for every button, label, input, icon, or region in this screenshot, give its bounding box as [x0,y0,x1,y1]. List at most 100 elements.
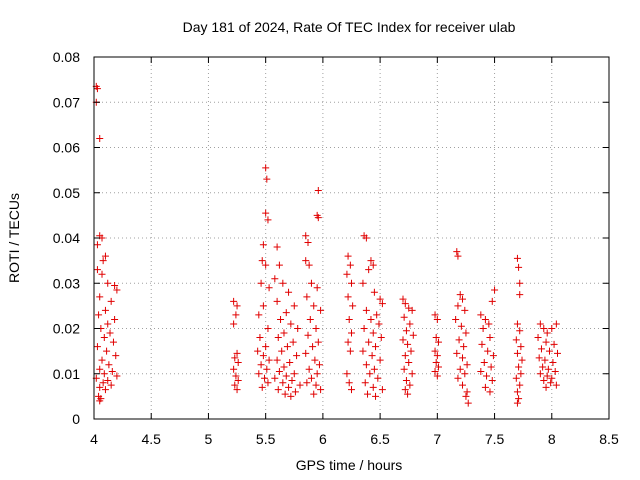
data-point [456,365,464,373]
data-point [313,284,321,292]
data-point [463,361,471,369]
data-point [101,306,109,314]
data-point [317,306,325,314]
data-point [259,352,267,360]
data-point [283,343,291,351]
data-point [483,372,491,380]
data-point [365,338,373,346]
data-point [279,279,287,287]
data-point [285,383,293,391]
data-point [459,381,467,389]
x-tick-label: 6 [319,431,327,447]
data-point [263,365,271,373]
data-point [459,295,467,303]
data-point [541,356,549,364]
data-point [113,372,121,380]
y-tick-label: 0 [72,411,80,427]
data-point [359,279,367,287]
data-point [96,293,104,301]
data-point [376,356,384,364]
data-point [515,395,523,403]
y-tick-label: 0.07 [53,94,80,110]
data-point [348,329,355,337]
data-point [400,313,408,321]
data-point [550,340,558,348]
data-point [554,349,561,357]
data-point [107,297,115,305]
data-point [274,334,282,342]
data-point [271,374,279,382]
data-point [280,363,288,371]
data-point [431,347,439,355]
data-point [288,377,296,385]
data-point [517,370,525,378]
x-tick-label: 5.5 [256,431,276,447]
data-point [305,365,313,373]
data-point [517,343,525,351]
data-point [343,270,351,278]
y-tick-label: 0.04 [53,230,80,246]
data-point [488,377,496,385]
x-tick-label: 7.5 [485,431,505,447]
data-point [518,356,526,364]
data-point [234,377,242,385]
data-point [477,311,485,319]
data-point [109,338,117,346]
data-point [374,374,382,382]
data-point [480,358,488,366]
data-point [93,241,101,249]
data-point [431,367,439,375]
data-point [453,248,461,256]
data-point [287,320,295,328]
data-point [263,175,271,183]
x-tick-labels: 4 4.5 5 5.5 6 6.5 7 7.5 8 8.5 [90,431,619,447]
data-point [254,347,262,355]
data-point [232,311,240,319]
data-point [513,399,521,407]
data-point [456,291,464,299]
data-point [230,297,238,305]
data-point [312,381,320,389]
data-point [293,352,301,360]
data-point [463,388,471,396]
data-point [478,340,486,348]
data-point [104,320,112,328]
data-point [346,261,354,269]
data-point [258,257,266,265]
data-point [404,390,412,398]
data-point [305,261,313,269]
data-point [346,347,354,355]
data-point [454,252,462,260]
data-point [515,263,523,271]
plot-frame [93,56,610,420]
data-point [402,377,410,385]
data-point [459,354,467,362]
data-point [307,279,315,287]
data-point [513,388,521,396]
data-point [273,243,281,251]
data-point [486,334,494,342]
data-point [294,325,302,332]
x-tick-label: 5 [205,431,213,447]
data-point [98,356,106,364]
data-point [262,261,270,269]
data-point [233,386,241,394]
data-point [370,288,378,296]
data-point [345,315,353,323]
data-point [307,374,315,382]
data-point [372,392,380,400]
y-tick-labels: 0 0.01 0.02 0.03 0.04 0.05 0.06 0.07 0.08 [53,49,80,427]
y-tick-label: 0.06 [53,140,80,156]
data-point [95,311,103,319]
data-point [255,311,263,319]
data-point [365,266,373,274]
data-point [104,279,112,287]
grid-lines [94,57,609,419]
data-point [344,252,352,260]
data-point [287,392,295,400]
data-point [536,320,544,328]
data-point [543,329,551,337]
data-point [280,329,288,337]
data-point [302,232,310,240]
chart-title: Day 181 of 2024, Rate Of TEC Index for r… [183,19,516,35]
